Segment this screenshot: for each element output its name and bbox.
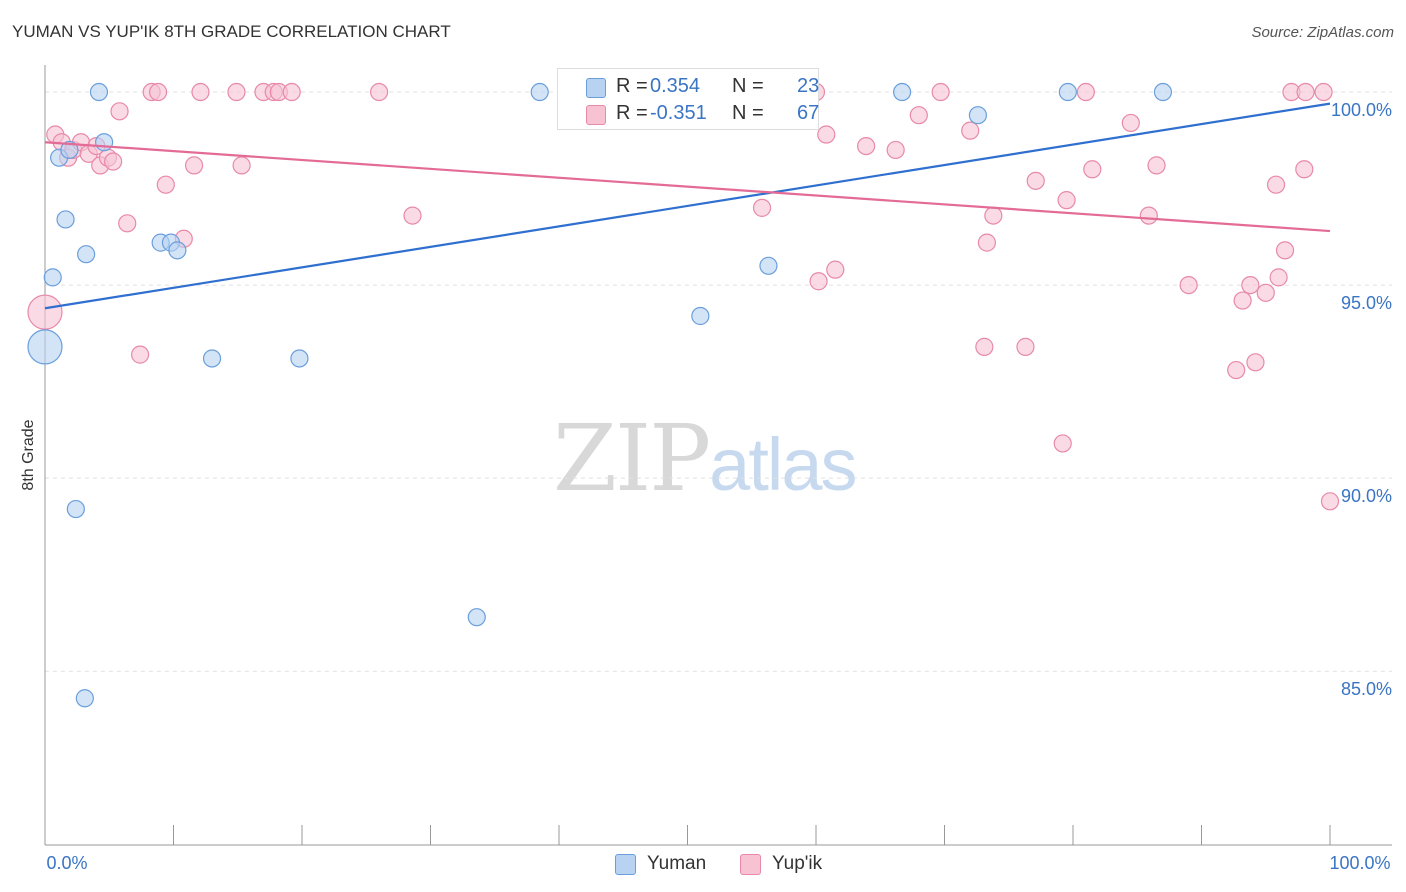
yupik-point [110,102,129,121]
watermark-zip: ZIP [553,405,711,512]
yuman-point [530,82,549,102]
yupik-point [156,175,175,194]
yupik-point [403,206,422,225]
yupik-point [817,125,836,144]
yuman-point [60,140,79,160]
yupik-point [1227,360,1246,380]
yuman-point [1058,82,1077,102]
yupik-point [1053,434,1072,453]
yupik-point [1233,291,1252,310]
watermark-atlas: atlas [709,423,857,506]
yupik-point [1121,113,1140,133]
yuman-point [77,245,96,264]
yuman-point [1153,82,1173,102]
yuman-point [202,349,222,368]
yupik-point [232,156,251,175]
watermark: ZIPatlas [553,405,857,512]
yuman-point [892,82,912,102]
yupik-swatch [586,105,606,125]
yuman-legend-swatch [615,854,636,875]
yupik-point [184,156,204,175]
yupik-point [1296,82,1315,102]
yupik-point [1295,160,1314,179]
yupik-point [1246,353,1265,372]
yupik-point [961,121,980,140]
yupik-point [148,82,168,102]
yuman-point [290,349,309,368]
yupik-point [826,260,845,279]
yupik-point [104,152,123,171]
yupik-point [886,140,905,160]
y-tick-label: 85.0% [1341,679,1392,699]
yuman-swatch [586,78,606,98]
legend-n-value: 67 [797,102,820,124]
yuman-point [56,210,75,229]
yuman-legend-label: Yuman [647,853,707,874]
yupik-point [1320,492,1340,511]
yuman-point [43,268,62,287]
yupik-point [1241,275,1260,295]
yuman-point [691,306,710,326]
legend-r-key: R = [616,75,648,97]
yupik-point [370,82,389,102]
yupik-point [1057,191,1076,210]
yuman-point [89,82,109,102]
yupik-point [909,106,928,125]
legend-r-key: R = [616,102,648,124]
yupik-point [1269,268,1288,287]
yupik-point [227,82,246,102]
yupik-point [1314,82,1333,102]
yupik-point [1275,241,1295,260]
yupik-point [1076,82,1095,102]
yupik-point [118,214,137,233]
yupik-point [1256,283,1275,302]
yupik-point [130,345,150,364]
y-tick-label: 100.0% [1331,100,1392,120]
yuman-trend-line [44,102,1331,310]
chart-title: YUMAN VS YUP'IK 8TH GRADE CORRELATION CH… [12,22,451,41]
yupik-point [752,198,772,217]
legend-n-key: N = [732,75,764,97]
yupik-legend-label: Yup'ik [772,853,823,874]
legend-n-key: N = [732,102,764,124]
yuman-point [759,256,778,275]
yupik-point [1139,206,1158,225]
yuman-point [27,329,63,365]
yupik-point [1266,175,1286,194]
yupik-point [1016,337,1035,356]
yupik-point [191,82,210,102]
legend-n-value: 23 [797,75,820,97]
yuman-point [95,133,114,152]
y-tick-label: 90.0% [1341,486,1392,506]
yupik-point [282,82,301,102]
x-tick-label: 100.0% [1329,853,1390,873]
yupik-point [857,136,876,156]
yupik-point [27,294,63,330]
yupik-point [931,82,950,102]
yupik-point [1026,171,1045,190]
yupik-point [809,272,828,291]
y-tick-label: 95.0% [1341,293,1392,313]
yuman-point [75,689,94,708]
x-tick-label: 0.0% [46,853,87,873]
yuman-point [467,608,486,627]
legend-r-value: 0.354 [650,75,701,97]
source-label: Source: ZipAtlas.com [1251,24,1394,41]
stats-legend: R = 0.354 N = 23 R = -0.351 N = 67 [557,68,819,130]
yuman-point [168,241,187,260]
yupik-point [1083,160,1102,179]
yupik-point [1179,275,1198,295]
legend-r-value: -0.351 [650,102,707,124]
yupik-point [975,337,994,356]
yupik-legend-swatch [740,854,761,875]
yupik-point [1147,156,1166,175]
yuman-point [66,499,85,519]
yupik-point [977,233,997,252]
yupik-trend-line [44,141,1331,233]
yuman-point [968,106,988,125]
yupik-point [984,206,1003,225]
